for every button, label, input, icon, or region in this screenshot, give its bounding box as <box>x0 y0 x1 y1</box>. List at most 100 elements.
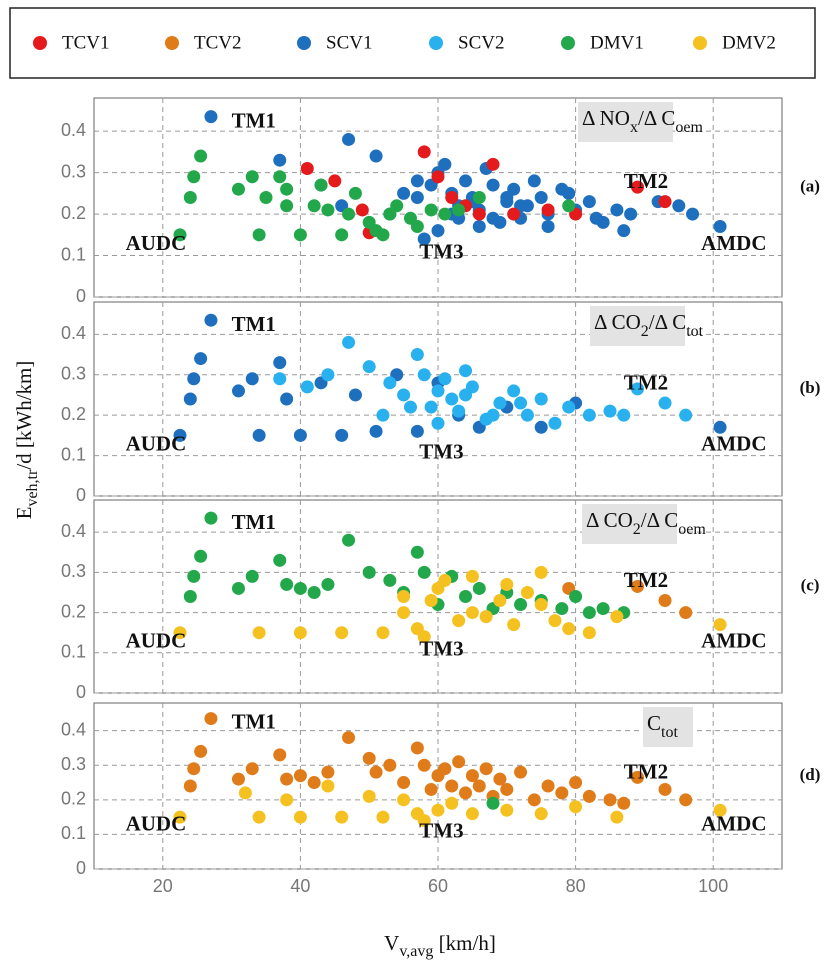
scatter-point <box>376 626 390 640</box>
scatter-point <box>527 793 541 807</box>
scatter-point <box>183 590 197 603</box>
formula: Δ CO2/Δ Ctot <box>594 310 704 340</box>
panel: 0 0.1 0.2 0.3 0.4 Δ NOx/Δ Coem TM1 TM2 TM3 AUDC AM… <box>61 97 820 306</box>
legend-label: DMV2 <box>722 32 776 53</box>
scatter-point <box>173 428 187 442</box>
scatter-point <box>617 408 631 422</box>
y-tick-label: 0.3 <box>61 754 86 774</box>
scatter-point <box>424 400 438 414</box>
formula: Δ NOx/Δ Coem <box>582 106 703 136</box>
scatter-point <box>280 793 294 807</box>
scatter-point <box>631 382 645 396</box>
scatter-point <box>183 779 197 793</box>
formula-part: x <box>630 119 638 136</box>
scatter-point <box>452 755 466 769</box>
scatter-point <box>431 803 445 817</box>
y-tick-label: 0.4 <box>61 323 86 343</box>
scatter-point <box>280 577 294 591</box>
scatter-point <box>562 199 576 213</box>
scatter-point <box>582 789 596 803</box>
scatter-point <box>541 220 555 234</box>
annotation: AUDC <box>126 231 187 255</box>
annotation: AUDC <box>126 629 187 653</box>
scatter-point <box>465 769 479 783</box>
formula-part: /Δ C <box>638 106 675 130</box>
scatter-point <box>410 424 424 438</box>
scatter-point <box>658 195 672 209</box>
scatter-point <box>534 420 548 434</box>
legend-label: SCV2 <box>458 32 504 53</box>
scatter-point <box>342 207 356 221</box>
scatter-point <box>335 810 349 824</box>
scatter-point <box>713 220 727 234</box>
scatter-point <box>534 565 548 579</box>
formula-part: 2 <box>641 323 649 340</box>
scatter-point <box>252 810 266 824</box>
scatter-point <box>713 803 727 817</box>
scatter-point <box>582 606 596 620</box>
scatter-point <box>194 352 208 366</box>
scatter-point <box>582 626 596 640</box>
annotation: TM1 <box>232 710 276 734</box>
scatter-point <box>582 408 596 422</box>
scatter-point <box>183 392 197 406</box>
scatter-point <box>410 174 424 188</box>
scatter-point <box>293 581 307 595</box>
scatter-point <box>321 765 335 779</box>
x-tick-label: 60 <box>428 876 448 896</box>
scatter-point <box>376 408 390 422</box>
scatter-point <box>679 793 693 807</box>
scatter-point <box>321 203 335 217</box>
scatter-point <box>486 796 500 810</box>
scatter-point <box>273 356 287 370</box>
scatter-point <box>362 751 376 765</box>
scatter-point <box>479 610 493 624</box>
x-label-part: v,avg <box>399 943 433 960</box>
annotation: TM2 <box>624 568 668 592</box>
scatter-point <box>362 789 376 803</box>
panel-label: (b) <box>800 378 821 397</box>
scatter-point <box>348 388 362 402</box>
annotation: TM2 <box>624 760 668 784</box>
scatter-point <box>397 776 411 790</box>
formula-box <box>578 102 673 142</box>
scatter-point <box>713 618 727 632</box>
annotation: AMDC <box>701 231 766 255</box>
y-tick-label: 0.3 <box>61 561 86 581</box>
scatter-point <box>624 207 638 221</box>
scatter-point <box>417 368 431 382</box>
scatter-point <box>194 149 208 163</box>
scatter-point <box>493 396 507 410</box>
scatter-point <box>438 372 452 386</box>
scatter-point <box>534 191 548 204</box>
scatter-point <box>204 313 218 327</box>
scatter-point <box>280 199 294 213</box>
scatter-point <box>610 810 624 824</box>
y-tick-label: 0 <box>76 485 86 505</box>
scatter-point <box>204 712 218 726</box>
panel-label: (d) <box>800 765 821 784</box>
scatter-point <box>335 428 349 442</box>
scatter-point <box>410 741 424 755</box>
scatter-point <box>369 765 383 779</box>
y-label-part: /d [kWh/km] <box>12 361 36 470</box>
scatter-point <box>355 203 369 217</box>
scatter-point <box>183 191 197 204</box>
panel-label: (c) <box>801 575 820 594</box>
scatter-point <box>417 630 431 644</box>
scatter-point <box>548 614 562 628</box>
annotation: TM2 <box>624 169 668 193</box>
formula-part: /Δ C <box>649 310 686 334</box>
scatter-point <box>610 203 624 217</box>
scatter-point <box>397 793 411 807</box>
scatter-point <box>273 153 287 167</box>
scatter-point <box>383 376 397 390</box>
scatter-point <box>445 392 459 406</box>
scatter-point <box>245 372 259 386</box>
scatter-point <box>383 573 397 587</box>
scatter-point <box>335 626 349 640</box>
legend-label: DMV1 <box>590 32 644 53</box>
annotation: TM1 <box>232 312 276 336</box>
scatter-point <box>252 428 266 442</box>
scatter-point <box>631 579 645 593</box>
